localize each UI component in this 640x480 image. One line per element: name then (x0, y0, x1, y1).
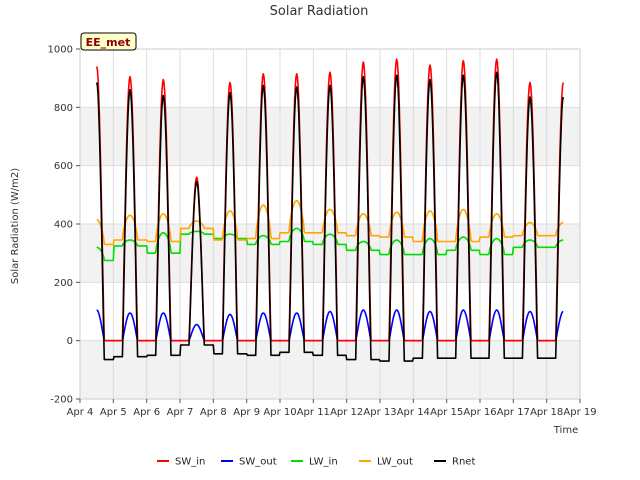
station-badge-label: EE_met (86, 36, 131, 49)
x-axis-ticks: Apr 4 Apr 5 Apr 6 Apr 7 Apr 8 Apr 9 Apr 10 Apr … (67, 399, 597, 418)
station-badge: EE_met (80, 32, 137, 51)
series-layer (95, 58, 565, 362)
x-tick-label: Apr 11 (297, 407, 330, 418)
x-tick-label: Apr 19 (563, 407, 596, 418)
series-line-lw-out (96, 199, 564, 246)
x-axis-title: Time (553, 425, 578, 436)
plot-band (80, 340, 580, 399)
plot-band (80, 107, 580, 166)
y-axis-title: Solar Radiation (W/m2) (10, 168, 21, 284)
legend-label: LW_out (377, 457, 413, 468)
x-tick-label: Apr 10 (263, 407, 296, 418)
y-tick-label: 800 (54, 103, 73, 114)
x-tick-label: Apr 7 (167, 407, 194, 418)
series-line-lw-in (96, 227, 564, 262)
y-axis-ticks: -200 0 200 400 600 800 1000 (48, 45, 80, 406)
plot-band (80, 49, 580, 108)
chart-title: Solar Radiation (270, 4, 369, 19)
y-tick-label: -200 (50, 395, 73, 406)
x-tick-label: Apr 15 (430, 407, 463, 418)
x-tick-label: Apr 12 (330, 407, 363, 418)
x-tick-label: Apr 13 (363, 407, 396, 418)
y-tick-label: 400 (54, 220, 73, 231)
plot-bands (80, 49, 580, 399)
x-tick-label: Apr 5 (100, 407, 127, 418)
x-tick-label: Apr 8 (200, 407, 227, 418)
y-tick-label: 1000 (48, 45, 73, 56)
station-badge-box (80, 32, 137, 51)
series-line-sw-in (95, 58, 565, 342)
legend-label: SW_out (239, 457, 277, 468)
legend-label: Rnet (452, 457, 475, 468)
y-tick-label: 600 (54, 161, 73, 172)
x-tick-label: Apr 17 (497, 407, 530, 418)
y-tick-label: 200 (54, 278, 73, 289)
x-tick-label: Apr 16 (463, 407, 496, 418)
series-line-rnet (95, 71, 565, 362)
x-tick-label: Apr 6 (133, 407, 160, 418)
x-tick-label: Apr 4 (67, 407, 94, 418)
x-tick-label: Apr 18 (530, 407, 563, 418)
legend-label: LW_in (309, 457, 338, 468)
legend-label: SW_in (175, 457, 205, 468)
x-tick-label: Apr 9 (233, 407, 260, 418)
x-tick-label: Apr 14 (397, 407, 430, 418)
plot-band (80, 165, 580, 224)
legend: SW_in SW_out LW_in LW_out Rnet (157, 457, 475, 468)
y-tick-label: 0 (67, 336, 73, 347)
